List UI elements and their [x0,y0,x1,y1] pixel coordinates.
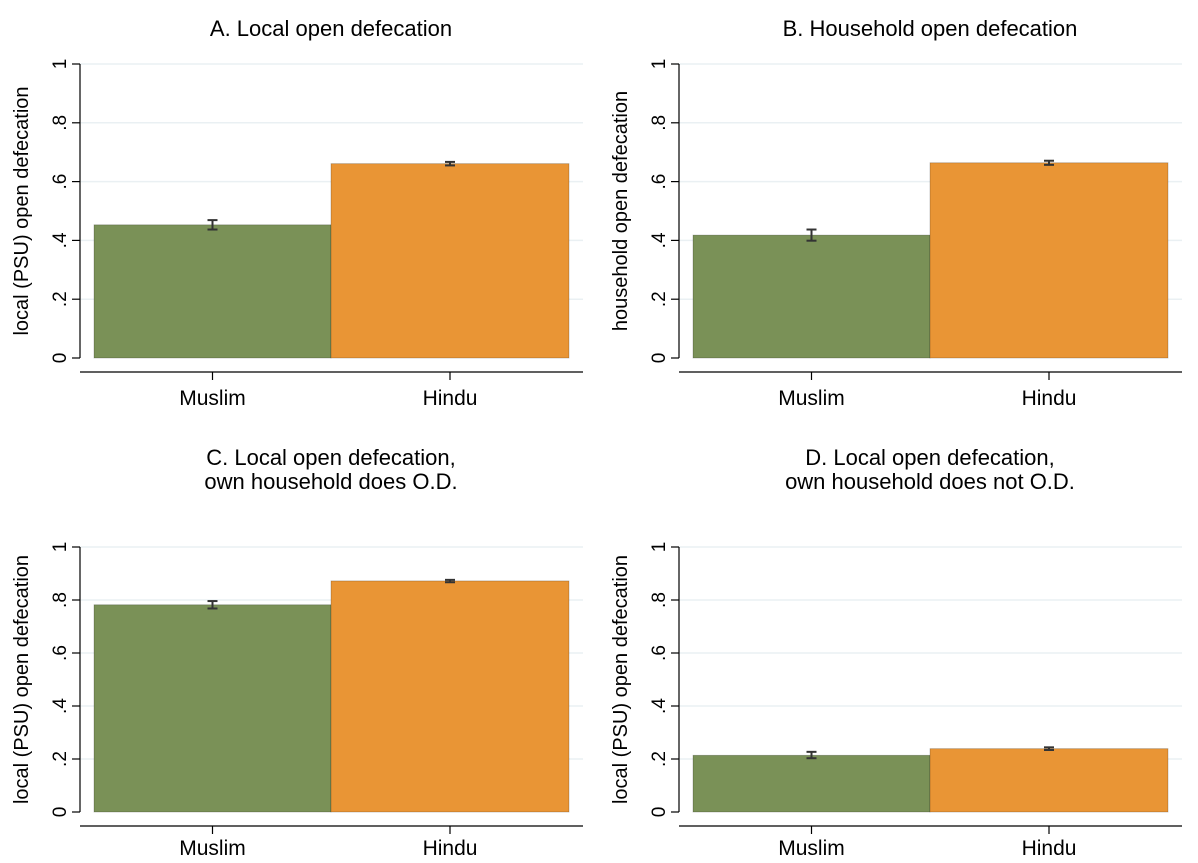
bar-muslim [692,754,931,813]
bar-hindu [330,580,570,813]
x-category-label: Muslim [778,387,845,410]
y-axis-label: household open defecation [610,91,632,331]
bar-muslim [692,234,931,359]
y-tick-label: .2 [649,751,670,767]
error-bar-hindu [445,578,455,584]
y-tick-label: 1 [50,542,71,553]
y-tick-label: .4 [50,698,71,714]
error-bar-hindu [1044,746,1054,751]
chart-b-svg: B. Household open defecation 0 .2 .4 .6 .8 1 ho… [610,16,1182,410]
chart-title: own household does O.D. [204,469,457,494]
x-category-label: Muslim [179,387,246,410]
y-tick-label: .2 [649,291,670,307]
y-tick-label: .6 [50,174,71,190]
bar-hindu [330,163,570,359]
y-tick-label: .2 [50,751,71,767]
panel-c: C. Local open defecation, own household d… [0,431,599,863]
chart-title: C. Local open defecation, [206,445,456,470]
x-category-label: Hindu [423,837,478,860]
x-category-label: Muslim [179,837,246,860]
y-tick-label: .8 [50,592,71,608]
error-bar-hindu [1044,159,1054,166]
bar-hindu [929,748,1169,813]
y-tick-label: 0 [649,807,670,818]
x-category-label: Muslim [778,837,845,860]
y-tick-label: .2 [50,291,71,307]
y-tick-label: .4 [649,698,670,714]
y-tick-label: .6 [649,645,670,661]
y-tick-label: 0 [649,353,670,364]
y-tick-label: .8 [649,592,670,608]
bar-muslim [93,604,332,813]
x-category-label: Hindu [1022,837,1077,860]
error-bar-muslim [207,219,218,231]
y-tick-label: .4 [649,232,670,248]
chart-a-svg: A. Local open defecation 0 .2 .4 .6 .8 1 local … [11,16,583,410]
y-tick-label: .6 [50,645,71,661]
chart-title: D. Local open defecation, [805,445,1055,470]
panel-a: A. Local open defecation 0 .2 .4 .6 .8 1 local … [0,0,599,431]
y-tick-label: .6 [649,174,670,190]
x-category-label: Hindu [1022,387,1077,410]
y-tick-label: 1 [649,542,670,553]
chart-title: B. Household open defecation [783,16,1078,41]
x-category-label: Hindu [423,387,478,410]
y-axis-label: local (PSU) open defecation [610,555,632,804]
error-bar-hindu [445,160,455,167]
panel-b: B. Household open defecation 0 .2 .4 .6 .8 1 ho… [599,0,1198,431]
error-bar-muslim [806,228,817,242]
chart-title: own household does not O.D. [785,469,1075,494]
y-tick-label: .4 [50,232,71,248]
chart-d-svg: D. Local open defecation,own household d… [610,445,1182,860]
y-tick-label: 1 [649,59,670,70]
y-tick-label: .8 [649,115,670,131]
error-bar-muslim [207,600,218,610]
y-tick-label: 0 [50,353,71,364]
y-tick-label: 0 [50,807,71,818]
bar-muslim [93,224,332,359]
bar-hindu [929,162,1169,359]
y-tick-label: .8 [50,115,71,131]
y-tick-label: 1 [50,59,71,70]
y-axis-label: local (PSU) open defecation [11,86,33,335]
chart-c-svg: C. Local open defecation,own household d… [11,445,583,860]
error-bar-muslim [806,750,817,760]
chart-title: A. Local open defecation [210,16,452,41]
y-axis-label: local (PSU) open defecation [11,555,33,804]
panel-d: D. Local open defecation, own household d… [599,431,1198,863]
